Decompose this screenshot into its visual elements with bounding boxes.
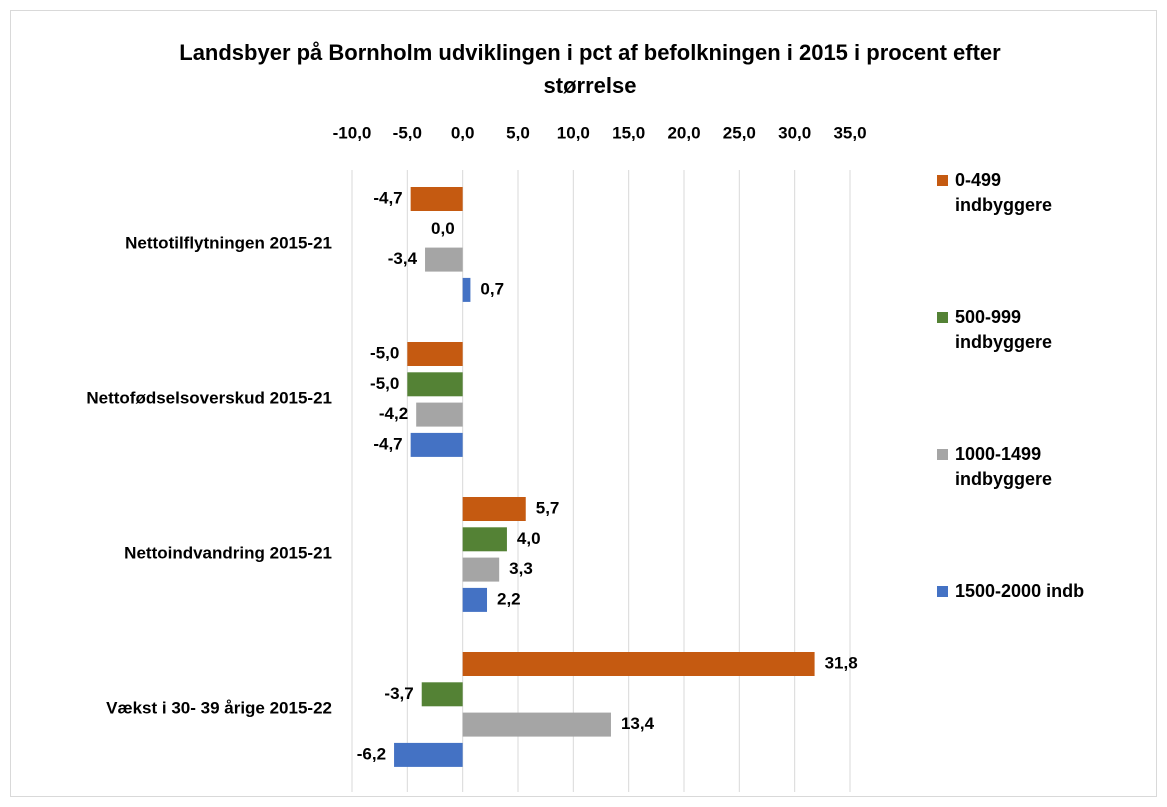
chart-title: Landsbyer på Bornholm udviklingen i pct … xyxy=(179,40,1001,98)
bar xyxy=(410,187,463,211)
bar xyxy=(425,247,463,272)
category-label: Nettotilflytningen 2015-21 xyxy=(125,233,332,252)
legend-label: 1000-1499 indbyggere xyxy=(955,444,1053,489)
legend-item: 1000-1499 indbyggere xyxy=(937,442,1087,492)
legend-label: 0-499 indbyggere xyxy=(955,170,1053,215)
legend-swatch xyxy=(937,586,948,597)
bar xyxy=(394,742,463,767)
value-label: -5,0 xyxy=(370,343,399,362)
bar xyxy=(407,372,463,397)
bar xyxy=(407,342,463,366)
bar xyxy=(462,557,500,582)
value-label: -6,2 xyxy=(357,744,386,763)
value-label: 4,0 xyxy=(517,529,541,548)
category-label: Vækst i 30- 39 årige 2015-22 xyxy=(106,698,332,717)
x-tick-label: 35,0 xyxy=(833,123,866,142)
category-label: Nettofødselsoverskud 2015-21 xyxy=(86,388,332,407)
x-tick-label: 25,0 xyxy=(723,123,756,142)
legend-item: 500-999 indbyggere xyxy=(937,305,1087,355)
x-tick-label: 15,0 xyxy=(612,123,645,142)
value-label: -4,2 xyxy=(379,404,408,423)
x-tick-label: -10,0 xyxy=(333,123,372,142)
bar xyxy=(421,682,463,707)
legend-item: 1500-2000 indb xyxy=(937,579,1087,604)
value-label: 0,0 xyxy=(431,219,455,238)
x-tick-label: 30,0 xyxy=(778,123,811,142)
x-tick-label: 10,0 xyxy=(557,123,590,142)
value-label: 31,8 xyxy=(825,653,858,672)
bar xyxy=(462,652,815,676)
bar xyxy=(462,497,526,521)
value-label: -5,0 xyxy=(370,374,399,393)
x-tick-label: -5,0 xyxy=(393,123,422,142)
category-label: Nettoindvandring 2015-21 xyxy=(124,543,332,562)
legend-swatch xyxy=(937,312,948,323)
legend-swatch xyxy=(937,175,948,186)
value-label: -4,7 xyxy=(373,434,402,453)
value-label: 13,4 xyxy=(621,714,655,733)
value-label: -4,7 xyxy=(373,188,402,207)
value-label: -3,7 xyxy=(384,684,413,703)
value-label: 3,3 xyxy=(509,559,533,578)
bar xyxy=(462,712,611,737)
legend-label: 1500-2000 indb xyxy=(955,581,1085,601)
bar xyxy=(410,432,463,457)
value-label: -3,4 xyxy=(388,249,418,268)
value-label: 5,7 xyxy=(536,498,560,517)
value-label: 0,7 xyxy=(480,279,504,298)
x-tick-label: 0,0 xyxy=(451,123,475,142)
value-label: 2,2 xyxy=(497,589,521,608)
legend-item: 0-499 indbyggere xyxy=(937,168,1087,218)
legend-label: 500-999 indbyggere xyxy=(955,307,1053,352)
x-tick-label: 20,0 xyxy=(667,123,700,142)
bar xyxy=(462,587,488,612)
bar xyxy=(416,402,463,427)
bar xyxy=(462,277,471,302)
x-tick-label: 5,0 xyxy=(506,123,530,142)
legend-swatch xyxy=(937,449,948,460)
bar xyxy=(462,527,507,552)
